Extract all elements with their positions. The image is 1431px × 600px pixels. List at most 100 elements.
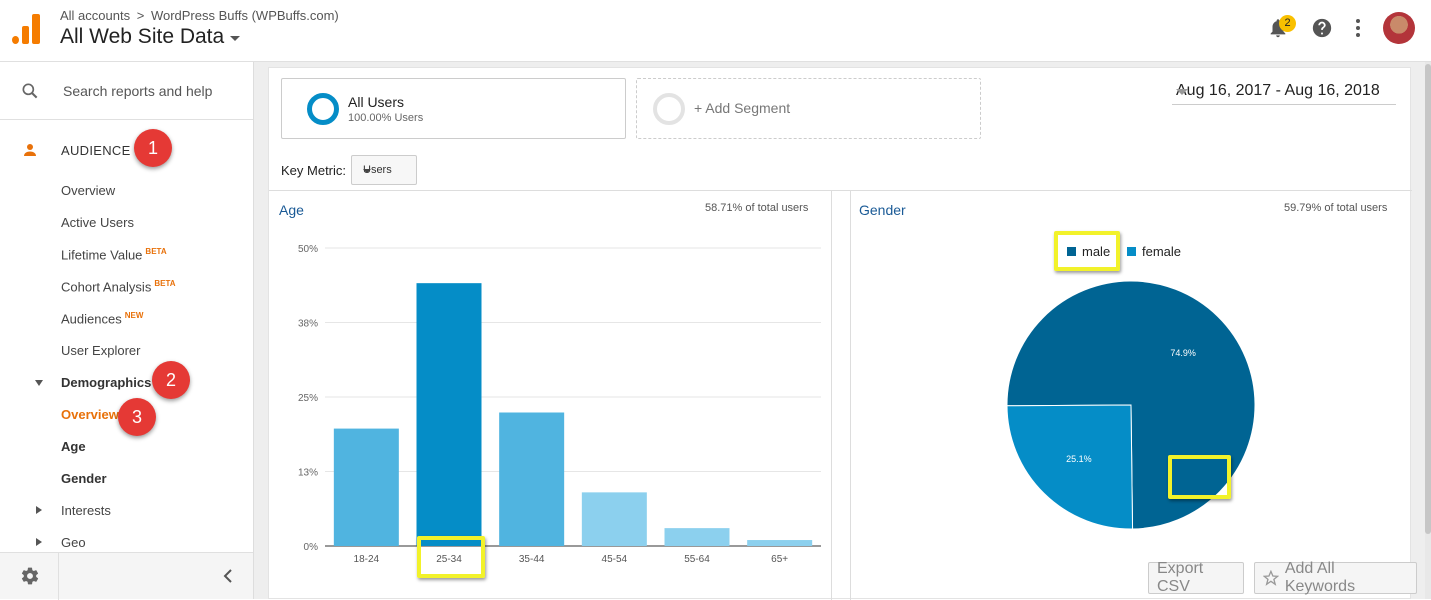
date-range-label: Aug 16, 2017 - Aug 16, 2018 (1176, 82, 1380, 99)
view-name: All Web Site Data (60, 25, 225, 48)
key-metric-label: Key Metric: (281, 163, 347, 178)
sidebar-item-cohort-analysis[interactable]: Cohort Analysis BETA (61, 279, 176, 294)
bar-25-34[interactable] (416, 283, 482, 546)
y-tick-label: 0% (304, 542, 319, 553)
more-vert-icon[interactable] (1355, 17, 1361, 39)
gender-card-subtitle: 59.79% of total users (1284, 202, 1388, 214)
expand-caret-icon[interactable] (36, 538, 42, 546)
charts-canvas: 50% 38% 25% 13% 0% 18-24 25-34 35-44 45-54 55-64 6… (298, 244, 1256, 565)
chevron-left-icon[interactable] (222, 568, 234, 584)
add-segment-label: + Add Segment (694, 100, 791, 116)
search-icon (22, 83, 38, 98)
notifications-button[interactable]: 2 (1267, 15, 1296, 39)
top-header: All accounts > WordPress Buffs (WPBuffs.… (0, 0, 1431, 62)
pie-value-label: 74.9% (1170, 348, 1196, 358)
x-tick-label: 25-34 (436, 554, 462, 565)
breadcrumb-all-accounts[interactable]: All accounts (60, 8, 131, 23)
search-reports[interactable]: Search reports and help (0, 62, 253, 120)
analytics-logo[interactable] (12, 14, 40, 44)
report-panel: All Users 100.00% Users + Add Segment Au… (268, 67, 1412, 600)
export-csv-label: Export CSV (1157, 560, 1204, 595)
add-all-keywords-label: Add All Keywords (1284, 560, 1356, 595)
expand-caret-icon[interactable] (35, 380, 43, 386)
y-tick-label: 25% (298, 393, 318, 404)
bar-35-44[interactable] (499, 412, 565, 546)
key-metric-select[interactable]: Users (351, 155, 417, 185)
sidebar-item-lifetime-value[interactable]: Lifetime Value BETA (61, 247, 167, 262)
sidebar-item-label: Audiences (61, 311, 122, 327)
breadcrumb-account[interactable]: WordPress Buffs (WPBuffs.com) (150, 8, 339, 23)
legend-male[interactable]: male (1067, 244, 1110, 259)
sidebar-item-active-users[interactable]: Active Users (61, 215, 134, 230)
segment-ring-icon (653, 93, 685, 125)
y-tick-label: 38% (298, 319, 318, 330)
view-selector[interactable]: All Web Site Data (60, 25, 241, 49)
sidebar-item-gender[interactable]: Gender (61, 471, 107, 486)
sidebar: Search reports and help AUDIENCE 1 Overv… (0, 62, 254, 600)
expand-caret-icon[interactable] (36, 506, 42, 514)
breadcrumb: All accounts > WordPress Buffs (WPBuffs.… (60, 8, 339, 23)
beta-badge: BETA (145, 247, 167, 256)
gender-card-title[interactable]: Gender (859, 202, 906, 218)
callout-badge-3: 3 (118, 398, 156, 436)
age-card-title[interactable]: Age (279, 202, 304, 218)
y-tick-label: 13% (298, 468, 318, 479)
sidebar-item-overview[interactable]: Overview (61, 183, 116, 198)
chevron-down-icon (363, 169, 371, 173)
main-content: All Users 100.00% Users + Add Segment Au… (254, 62, 1431, 600)
avatar[interactable] (1383, 12, 1415, 44)
x-tick-label: 65+ (771, 554, 788, 565)
new-badge: NEW (124, 311, 144, 320)
add-segment-button[interactable]: + Add Segment (636, 78, 981, 139)
sidebar-item-demographics[interactable]: Demographics (61, 375, 152, 390)
x-tick-label: 18-24 (354, 554, 380, 565)
x-tick-label: 45-54 (602, 554, 628, 565)
sidebar-footer (0, 552, 253, 600)
segment-subtitle: 100.00% Users (348, 112, 424, 124)
add-all-keywords-button[interactable]: Add All Keywords (1254, 560, 1417, 595)
sidebar-item-geo[interactable]: Geo (61, 535, 86, 550)
key-metric-value: Users (363, 164, 392, 176)
help-icon[interactable] (1311, 17, 1333, 39)
legend-swatch (1067, 247, 1076, 256)
pie-slice-female[interactable] (1006, 404, 1134, 530)
gear-icon[interactable] (20, 566, 40, 586)
bar-18-24[interactable] (333, 428, 399, 546)
star-icon (1263, 570, 1279, 586)
bar-45-54[interactable] (581, 492, 647, 546)
pie-value-label: 25.1% (1066, 454, 1092, 464)
sidebar-section-label: AUDIENCE (61, 142, 131, 158)
sidebar-item-user-explorer[interactable]: User Explorer (61, 343, 141, 358)
legend-swatch (1127, 247, 1136, 256)
segment-title: All Users (348, 94, 405, 110)
date-range-picker[interactable]: Aug 16, 2017 - Aug 16, 2018 (1172, 80, 1396, 105)
x-tick-label: 35-44 (519, 554, 545, 565)
breadcrumb-separator: > (136, 8, 145, 23)
age-card-subtitle: 58.71% of total users (705, 202, 809, 214)
chevron-down-icon (1176, 89, 1188, 95)
x-tick-label: 55-64 (684, 554, 710, 565)
highlight-box-74-9 (1168, 455, 1231, 499)
sidebar-item-demographics-overview[interactable]: Overview (61, 407, 119, 422)
highlight-box-25-34 (417, 536, 485, 578)
export-csv-button[interactable]: Export CSV (1148, 560, 1244, 595)
sidebar-item-label: Cohort Analysis (61, 279, 152, 295)
sidebar-section-audience[interactable]: AUDIENCE (0, 120, 253, 180)
bar-55-64[interactable] (664, 528, 730, 546)
sidebar-item-interests[interactable]: Interests (61, 503, 111, 518)
legend-label: male (1082, 244, 1111, 259)
callout-badge-1: 1 (134, 129, 172, 167)
highlight-box-male-legend (1054, 231, 1120, 271)
scrollbar[interactable] (1425, 62, 1431, 599)
notification-count-badge: 2 (1279, 15, 1296, 32)
bar-65+[interactable] (747, 540, 813, 546)
legend-female[interactable]: female (1127, 244, 1181, 259)
segment-all-users[interactable]: All Users 100.00% Users (281, 78, 626, 139)
sidebar-item-audiences[interactable]: Audiences NEW (61, 311, 143, 326)
callout-badge-2: 2 (152, 361, 190, 399)
person-icon (24, 144, 36, 156)
legend-label: female (1142, 244, 1182, 259)
scrollbar-thumb[interactable] (1425, 64, 1431, 534)
search-placeholder: Search reports and help (63, 82, 213, 99)
sidebar-item-age[interactable]: Age (61, 439, 86, 454)
